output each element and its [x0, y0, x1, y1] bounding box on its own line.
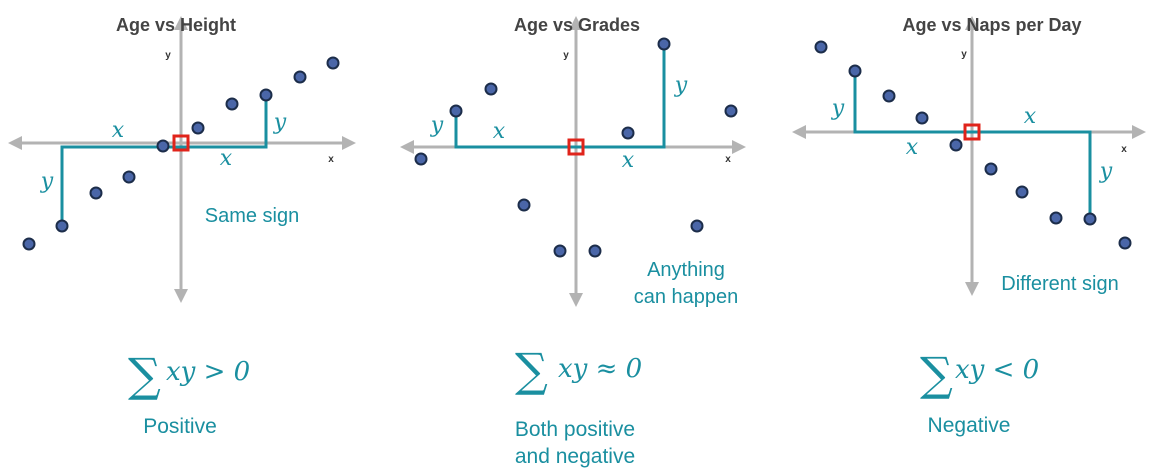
y-deviation-label: y: [1099, 159, 1113, 184]
x-axis-arrow-right-icon: [732, 140, 746, 154]
data-point: [553, 244, 567, 258]
data-point: [984, 162, 998, 176]
x-deviation-label: x: [1024, 104, 1037, 129]
y-deviation-label: y: [831, 96, 845, 121]
panel-caption: Negative: [928, 414, 1011, 437]
data-point: [1015, 185, 1029, 199]
panel-caption: Both positive: [515, 418, 635, 441]
y-deviation-label: y: [40, 169, 54, 194]
y-axis-label: y: [563, 50, 569, 61]
y-deviation-label: y: [273, 110, 287, 135]
panel-title: Age vs Naps per Day: [902, 15, 1081, 35]
x-axis-arrow-left-icon: [8, 136, 22, 150]
deviation-path-1: [853, 71, 972, 134]
data-point: [55, 219, 69, 233]
data-point: [326, 56, 340, 70]
deviation-path-1: [60, 145, 181, 226]
data-point: [414, 152, 428, 166]
y-deviation-label: y: [674, 73, 688, 98]
x-axis-arrow-right-icon: [1132, 125, 1146, 139]
y-axis-arrow-down-icon: [569, 293, 583, 307]
data-point: [22, 237, 36, 251]
panel-note: Anything: [647, 259, 725, 281]
data-point: [89, 186, 103, 200]
panel-note: can happen: [634, 286, 739, 308]
x-axis-label: x: [1121, 144, 1127, 155]
y-axis-arrow-up-icon: [569, 16, 583, 30]
panel-caption: and negative: [515, 445, 635, 468]
data-point: [1049, 211, 1063, 225]
data-point: [122, 170, 136, 184]
y-axis-arrow-down-icon: [965, 282, 979, 296]
summation-sigma: ∑: [920, 347, 953, 401]
panel-note: Different sign: [1001, 273, 1118, 295]
x-deviation-label: x: [220, 146, 233, 171]
x-deviation-label: x: [112, 118, 125, 143]
y-axis-label: y: [961, 49, 967, 60]
data-point: [690, 219, 704, 233]
y-axis-arrow-up-icon: [965, 16, 979, 30]
y-deviation-label: y: [430, 113, 444, 138]
mean-marker: [567, 138, 585, 156]
data-point: [915, 111, 929, 125]
data-point: [293, 70, 307, 84]
data-point: [588, 244, 602, 258]
data-point: [1118, 236, 1132, 250]
x-axis-arrow-left-icon: [792, 125, 806, 139]
data-point: [1083, 212, 1097, 226]
panel-title: Age vs Height: [116, 15, 236, 35]
data-point: [814, 40, 828, 54]
panel-note: Same sign: [205, 205, 300, 227]
x-axis-label: x: [725, 154, 731, 165]
x-axis-arrow-right-icon: [342, 136, 356, 150]
x-deviation-label: x: [493, 119, 506, 144]
data-point: [156, 139, 170, 153]
x-deviation-label: x: [622, 148, 635, 173]
data-point: [949, 138, 963, 152]
data-point: [657, 37, 671, 51]
x-deviation-label: x: [906, 135, 919, 160]
summation-sigma: ∑: [128, 348, 161, 402]
y-axis-arrow-down-icon: [174, 289, 188, 303]
summation-sigma: ∑: [515, 343, 548, 397]
mean-marker: [963, 123, 981, 141]
deviation-path-2: [972, 130, 1092, 219]
panel-2: Age vs Grades x y x x y y Anything can happen ∑ xy…: [400, 15, 746, 468]
data-point: [259, 88, 273, 102]
y-axis-label: y: [165, 50, 171, 61]
panel-1: Age vs Height x y x x y y Same sign ∑ xy > 0 Posit…: [8, 15, 356, 438]
data-point: [225, 97, 239, 111]
summation-expression: xy < 0: [955, 355, 1039, 385]
x-axis-arrow-left-icon: [400, 140, 414, 154]
data-point: [848, 64, 862, 78]
summation-expression: xy ≈ 0: [558, 354, 642, 384]
deviation-path-2: [181, 95, 268, 149]
deviation-path-1: [454, 111, 576, 149]
deviation-path-2: [576, 44, 666, 149]
summation-expression: xy > 0: [166, 357, 250, 387]
y-axis-arrow-up-icon: [174, 16, 188, 30]
panel-title: Age vs Grades: [514, 15, 640, 35]
panel-caption: Positive: [143, 415, 217, 438]
data-point: [449, 104, 463, 118]
data-point: [724, 104, 738, 118]
data-point: [191, 121, 205, 135]
data-point: [621, 126, 635, 140]
mean-marker: [172, 134, 190, 152]
data-point: [517, 198, 531, 212]
data-point: [484, 82, 498, 96]
x-axis-label: x: [328, 154, 334, 165]
data-point: [882, 89, 896, 103]
